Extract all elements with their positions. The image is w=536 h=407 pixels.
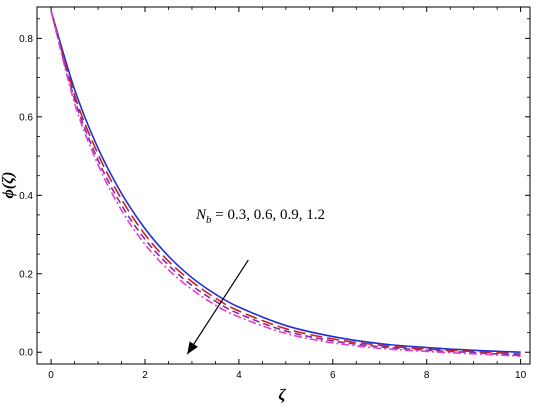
annotation-label: Nb = 0.3, 0.6, 0.9, 1.2	[195, 207, 325, 226]
y-tick-label: 0.2	[19, 269, 33, 280]
annotation-layer: Nb = 0.3, 0.6, 0.9, 1.2	[186, 207, 325, 355]
y-tick-label: 0.0	[19, 348, 33, 359]
x-tick-label: 0	[48, 370, 54, 381]
series-layer	[50, 10, 521, 357]
plot-frame	[36, 6, 531, 365]
ticks: 0 2 4 6 8 10 0.0 0.2 0.4 0.6 0.8	[19, 7, 530, 381]
annotation-arrow-head	[187, 341, 198, 355]
x-tick-label: 6	[330, 370, 336, 381]
x-tick-label: 8	[424, 370, 430, 381]
series-line-4	[50, 10, 521, 357]
y-tick-label: 0.8	[19, 34, 33, 45]
x-axis-label: ζ	[278, 387, 286, 404]
annotation-arrow-line	[186, 259, 249, 355]
y-axis-label: ϕ(ζ)	[0, 172, 17, 199]
y-tick-label: 0.4	[19, 191, 33, 202]
x-tick-label: 4	[236, 370, 242, 381]
series-line-2	[50, 10, 521, 355]
x-tick-label: 10	[515, 370, 527, 381]
y-tick-label: 0.6	[19, 112, 33, 123]
series-line-3	[50, 10, 521, 357]
x-tick-label: 2	[142, 370, 148, 381]
series-line-1	[50, 10, 521, 354]
